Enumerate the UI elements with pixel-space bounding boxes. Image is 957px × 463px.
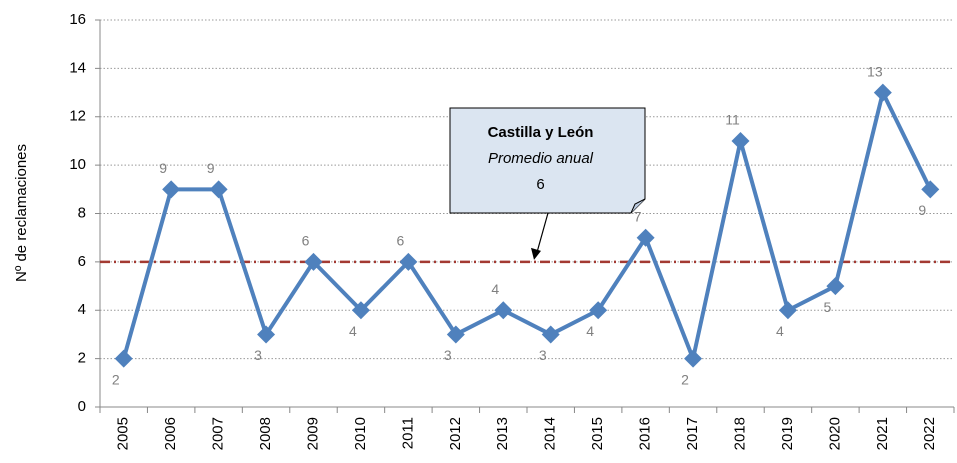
callout-value: 6 [536, 176, 544, 193]
data-label: 9 [207, 160, 215, 176]
x-tick-label: 2017 [684, 417, 701, 450]
marker [446, 325, 465, 344]
data-label: 4 [776, 323, 784, 339]
x-tick-label: 2019 [779, 417, 796, 450]
marker [731, 131, 750, 150]
x-tick-label: 2010 [352, 417, 369, 450]
data-label: 6 [396, 233, 404, 249]
data-label: 4 [349, 323, 357, 339]
data-label: 6 [302, 233, 310, 249]
y-tick-label: 10 [69, 156, 86, 173]
marker [826, 277, 845, 296]
marker [162, 180, 181, 199]
x-tick-label: 2016 [637, 417, 654, 450]
marker [636, 228, 655, 247]
marker [494, 301, 513, 320]
marker [399, 252, 418, 271]
x-tick-label: 2012 [447, 417, 464, 450]
data-label: 3 [444, 347, 452, 363]
marker [921, 180, 940, 199]
y-tick-label: 2 [78, 350, 86, 367]
data-label: 2 [112, 371, 120, 387]
x-tick-label: 2015 [589, 417, 606, 450]
y-tick-label: 4 [78, 301, 86, 318]
marker [684, 349, 703, 368]
x-tick-label: 2008 [257, 417, 274, 450]
data-label: 3 [539, 347, 547, 363]
data-label: 3 [254, 347, 262, 363]
data-label: 5 [823, 299, 831, 315]
x-tick-label: 2014 [542, 417, 559, 450]
y-tick-label: 12 [69, 108, 86, 125]
data-label: 7 [634, 208, 642, 224]
marker [541, 325, 560, 344]
y-tick-label: 16 [69, 11, 86, 28]
marker [589, 301, 608, 320]
data-label: 9 [918, 202, 926, 218]
y-tick-label: 14 [69, 59, 86, 76]
marker [257, 325, 276, 344]
x-tick-label: 2009 [304, 417, 321, 450]
y-tick-label: 8 [78, 204, 86, 221]
x-tick-label: 2021 [874, 417, 891, 450]
marker [778, 301, 797, 320]
series-line [121, 90, 933, 361]
data-label: 11 [725, 112, 740, 128]
marker [873, 83, 892, 102]
data-label: 4 [491, 281, 499, 297]
callout-title: Castilla y León [488, 124, 594, 141]
callout-arrowhead [531, 247, 541, 260]
marker [114, 349, 133, 368]
x-tick-label: 2022 [921, 417, 938, 450]
callout-subtitle: Promedio anual [488, 150, 594, 167]
y-axis-label: Nº de reclamaciones [13, 144, 30, 282]
x-tick-label: 2018 [731, 417, 748, 450]
x-tick-label: 2013 [494, 417, 511, 450]
marker [209, 180, 228, 199]
x-tick-label: 2020 [826, 417, 843, 450]
x-tick-label: 2006 [162, 417, 179, 450]
marker [304, 252, 323, 271]
x-tick-label: 2011 [399, 417, 416, 449]
y-tick-label: 0 [78, 398, 86, 415]
y-tick-label: 6 [78, 253, 86, 270]
data-label: 13 [867, 63, 883, 79]
data-label: 9 [159, 160, 167, 176]
x-tick-label: 2005 [115, 417, 132, 450]
marker [351, 301, 370, 320]
x-tick-label: 2007 [210, 417, 227, 450]
data-label: 2 [681, 371, 689, 387]
callout-arrow [535, 212, 549, 257]
callout-fold [630, 198, 646, 214]
data-label: 4 [586, 323, 594, 339]
